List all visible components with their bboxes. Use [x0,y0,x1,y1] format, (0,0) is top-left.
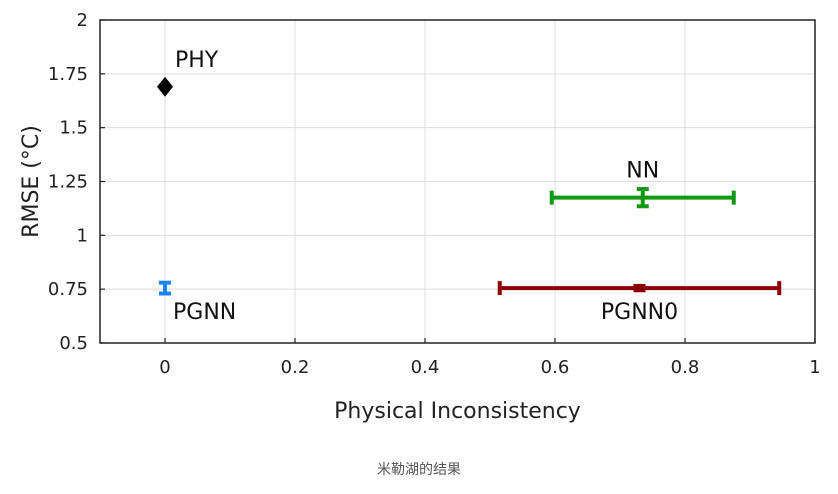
y-axis-label: RMSE (°C) [19,125,44,238]
data-point-phy [157,76,173,97]
series-pgnn0: PGNN0 [497,281,782,325]
y-tick-label: 1.5 [59,118,88,139]
x-tick-label: 0.8 [671,357,700,378]
series-nn: NN [549,159,736,209]
series-label: NN [626,159,659,184]
series-label: PGNN0 [601,300,678,325]
series-label: PGNN [173,300,236,325]
x-tick-label: 0 [159,357,170,378]
y-tick-label: 0.75 [48,279,88,300]
y-tick-label: 1.75 [48,64,88,85]
y-tick-label: 2 [77,10,88,31]
x-tick-label: 0.6 [541,357,570,378]
series-pgnn: PGNN [159,280,236,325]
series-layer: PHY NN PGNN PGNN0 [157,48,782,325]
axis-ticks: 0 0.2 0.4 0.6 0.8 1 0.5 0.75 1 1.25 1.5 1.75 2 [48,10,821,378]
series-label: PHY [175,48,219,73]
figure-caption: 米勒湖的结果 [377,462,461,478]
x-tick-label: 1 [809,357,820,378]
x-tick-label: 0.4 [411,357,440,378]
x-axis-label: Physical Inconsistency [334,399,581,424]
y-tick-label: 1.25 [48,172,88,193]
series-phy: PHY [157,48,219,97]
y-tick-label: 0.5 [59,333,88,354]
y-tick-label: 1 [77,225,88,246]
x-tick-label: 0.2 [281,357,310,378]
